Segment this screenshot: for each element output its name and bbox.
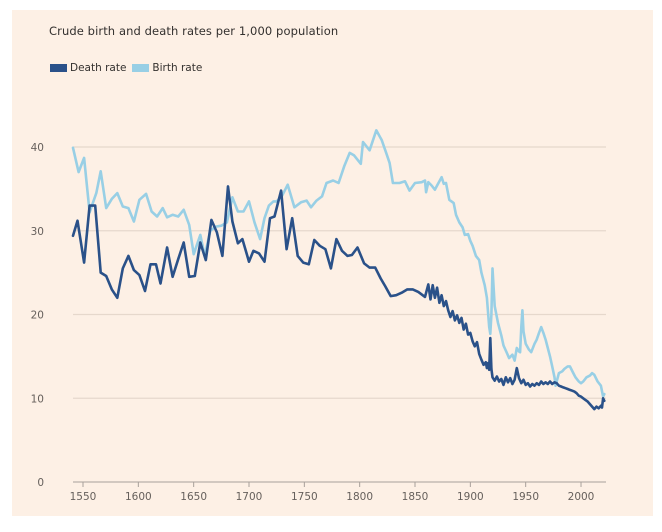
y-tick-label: 20 <box>31 310 44 322</box>
legend-swatch-death-rate <box>50 64 67 72</box>
x-tick-label: 1600 <box>125 491 152 503</box>
x-tick-label: 2000 <box>568 491 595 503</box>
x-tick-label: 1700 <box>236 491 263 503</box>
x-tick-label: 1900 <box>457 491 484 503</box>
x-tick-label: 1650 <box>180 491 207 503</box>
legend-item-death-rate: Death rate <box>50 62 126 74</box>
y-tick-label: 10 <box>31 393 44 405</box>
series-line-death-rate <box>71 185 606 411</box>
x-tick-label: 1550 <box>70 491 97 503</box>
x-tick-label: 1950 <box>512 491 539 503</box>
legend-label-death-rate: Death rate <box>70 62 127 74</box>
y-axis: 0 10 20 30 40 <box>31 142 44 489</box>
x-tick-label: 1750 <box>291 491 318 503</box>
y-tick-label: 30 <box>31 226 44 238</box>
legend-item-birth-rate: Birth rate <box>132 62 202 74</box>
y-tick-label: 40 <box>31 142 44 154</box>
gridlines <box>73 146 606 399</box>
series-lines <box>71 129 606 411</box>
x-axis: 1550 1600 1650 1700 1750 1800 1850 1900 1950 2000 <box>70 481 606 503</box>
series-line-birth-rate <box>71 129 606 398</box>
legend-label-birth-rate: Birth rate <box>152 62 203 74</box>
x-tick-label: 1800 <box>346 491 373 503</box>
x-tick-label: 1850 <box>402 491 429 503</box>
chart-title: Crude birth and death rates per 1,000 po… <box>49 24 339 38</box>
legend-swatch-birth-rate <box>132 64 150 72</box>
y-tick-label: 0 <box>37 477 44 489</box>
legend: Death rate Birth rate <box>50 62 208 74</box>
